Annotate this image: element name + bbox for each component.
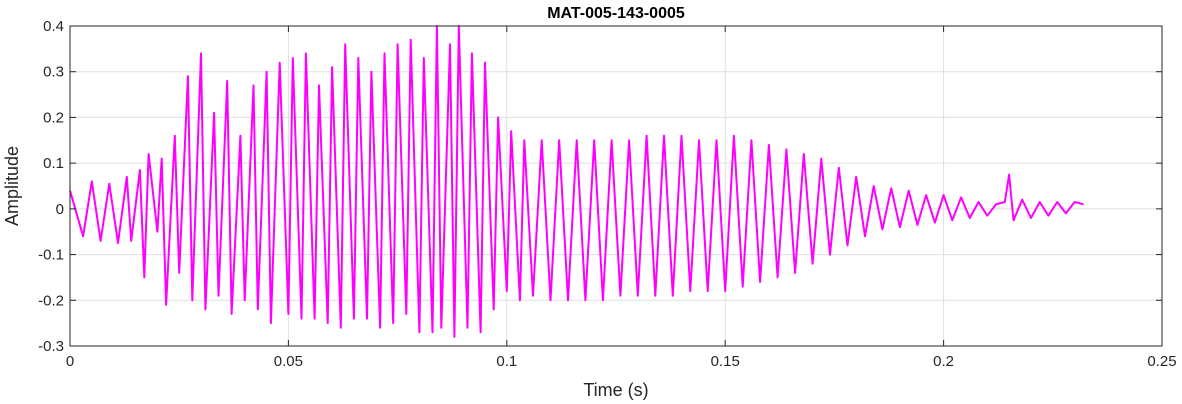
y-tick-labels: -0.3 -0.2 -0.1 0 0.1 0.2 0.3 0.4 <box>38 18 64 355</box>
y-axis-title: Amplitude <box>2 146 22 226</box>
y-tick-label: 0.1 <box>43 155 64 172</box>
series-layer <box>69 25 1084 338</box>
y-tick-label: 0.2 <box>43 109 64 126</box>
x-tick-label: 0.1 <box>496 353 517 370</box>
y-tick-label: 0 <box>56 201 64 218</box>
tick-marks <box>69 25 1163 347</box>
plot-area <box>70 26 1162 346</box>
axes-box <box>69 25 1163 347</box>
x-tick-label: 0.05 <box>274 353 303 370</box>
y-tick-label: 0.3 <box>43 64 64 81</box>
x-tick-label: 0.25 <box>1147 353 1176 370</box>
y-tick-label: -0.3 <box>38 338 64 355</box>
x-tick-label: 0.2 <box>933 353 954 370</box>
x-tick-labels: 0 0.05 0.1 0.15 0.2 0.25 <box>66 353 1177 370</box>
y-tick-label: -0.1 <box>38 247 64 264</box>
x-tick-label: 0 <box>66 353 74 370</box>
signal-line <box>69 25 1084 338</box>
y-tick-label: -0.2 <box>38 292 64 309</box>
chart-title: MAT-005-143-0005 <box>547 5 685 22</box>
y-tick-label: 0.4 <box>43 18 64 35</box>
x-axis-title: Time (s) <box>583 380 648 400</box>
x-tick-label: 0.15 <box>711 353 740 370</box>
